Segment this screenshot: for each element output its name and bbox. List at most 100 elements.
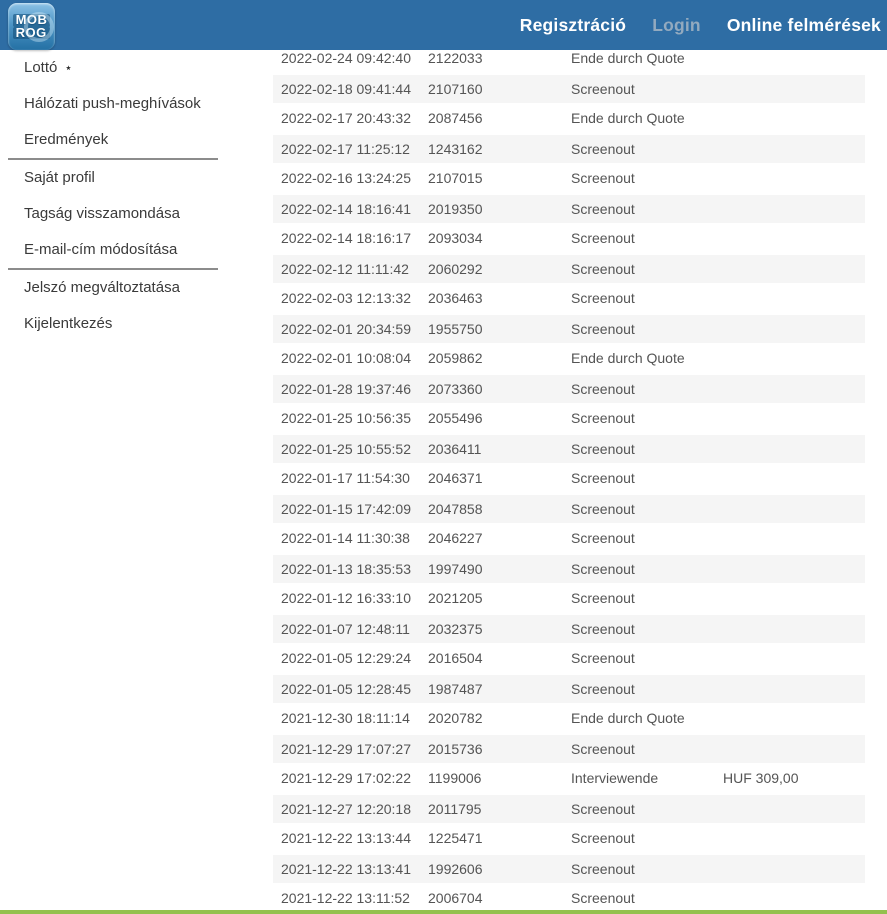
result-id-cell: 2006704 <box>428 890 483 906</box>
nav-registration-link[interactable]: Regisztráció <box>519 14 627 35</box>
result-id-cell: 2073360 <box>428 381 483 397</box>
table-row: 2022-02-24 09:42:40 2122033 Ende durch Q… <box>273 43 865 73</box>
sidebar-item-results[interactable]: Eredmények <box>8 122 218 158</box>
sidebar-item-label: Kijelentkezés <box>24 315 113 332</box>
result-date-cell: 2021-12-27 12:20:18 <box>281 801 411 817</box>
result-date-cell: 2021-12-22 13:11:52 <box>281 890 410 906</box>
result-status-cell: Screenout <box>571 561 635 577</box>
result-id-cell: 1992606 <box>428 861 483 877</box>
result-date-cell: 2022-02-18 09:41:44 <box>281 81 411 97</box>
result-status-cell: Screenout <box>571 650 635 666</box>
result-date-cell: 2022-01-12 16:33:10 <box>281 590 411 606</box>
sidebar-group-security: Jelszó megváltoztatása Kijelentkezés <box>8 270 218 342</box>
result-id-cell: 2087456 <box>428 110 483 126</box>
result-status-cell: Screenout <box>571 741 635 757</box>
table-row: 2021-12-22 13:11:52 2006704 Screenout <box>273 883 865 913</box>
result-date-cell: 2022-02-01 10:08:04 <box>281 350 411 366</box>
table-row: 2022-02-17 20:43:32 2087456 Ende durch Q… <box>273 103 865 133</box>
table-row: 2021-12-22 13:13:41 1992606 Screenout <box>273 853 865 883</box>
sidebar-group-account: Saját profil Tagság visszamondása E-mail… <box>8 160 218 270</box>
result-id-cell: 2036411 <box>428 441 482 457</box>
sidebar-item-logout[interactable]: Kijelentkezés <box>8 306 218 342</box>
sidebar-item-cancel-membership[interactable]: Tagság visszamondása <box>8 196 218 232</box>
result-date-cell: 2022-02-14 18:16:17 <box>281 230 411 246</box>
result-date-cell: 2021-12-29 17:02:22 <box>281 770 411 786</box>
result-status-cell: Screenout <box>571 261 635 277</box>
result-status-cell: Screenout <box>571 590 635 606</box>
result-id-cell: 1199006 <box>428 770 482 786</box>
result-status-cell: Ende durch Quote <box>571 50 685 66</box>
table-row: 2022-01-15 17:42:09 2047858 Screenout <box>273 493 865 523</box>
table-row: 2022-01-07 12:48:11 2032375 Screenout <box>273 613 865 643</box>
result-status-cell: Screenout <box>571 861 635 877</box>
result-date-cell: 2022-01-07 12:48:11 <box>281 621 410 637</box>
table-row: 2022-02-03 12:13:32 2036463 Screenout <box>273 283 865 313</box>
table-row: 2021-12-30 18:11:14 2020782 Ende durch Q… <box>273 703 865 733</box>
result-id-cell: 2020782 <box>428 710 483 726</box>
table-row: 2021-12-22 13:13:44 1225471 Screenout <box>273 823 865 853</box>
result-id-cell: 2107015 <box>428 170 483 186</box>
sidebar-item-change-email[interactable]: E-mail-cím módosítása <box>8 232 218 268</box>
sidebar-item-change-password[interactable]: Jelszó megváltoztatása <box>8 270 218 306</box>
nav-online-surveys-link[interactable]: Online felmérések <box>726 14 881 35</box>
mobrog-logo[interactable]: MOB ROG <box>8 3 55 50</box>
result-id-cell: 2016504 <box>428 650 483 666</box>
result-status-cell: Screenout <box>571 530 635 546</box>
header-nav: Regisztráció Login Online felmérések <box>520 0 881 50</box>
result-id-cell: 2047858 <box>428 501 483 517</box>
table-row: 2022-01-12 16:33:10 2021205 Screenout <box>273 583 865 613</box>
result-status-cell: Ende durch Quote <box>571 350 685 366</box>
sidebar-item-label: E-mail-cím módosítása <box>24 241 178 258</box>
result-date-cell: 2022-01-25 10:55:52 <box>281 441 411 457</box>
result-date-cell: 2022-01-28 19:37:46 <box>281 381 411 397</box>
result-status-cell: Screenout <box>571 290 635 306</box>
result-status-cell: Screenout <box>571 830 635 846</box>
result-id-cell: 2015736 <box>428 741 483 757</box>
table-row: 2022-02-01 20:34:59 1955750 Screenout <box>273 313 865 343</box>
result-date-cell: 2021-12-22 13:13:41 <box>281 861 411 877</box>
table-row: 2022-01-17 11:54:30 2046371 Screenout <box>273 463 865 493</box>
result-id-cell: 2046371 <box>428 470 483 486</box>
result-date-cell: 2022-02-12 11:11:42 <box>281 261 409 277</box>
result-status-cell: Screenout <box>571 230 635 246</box>
result-date-cell: 2022-02-14 18:16:41 <box>281 201 411 217</box>
result-id-cell: 2107160 <box>428 81 483 97</box>
result-amount-cell: HUF 309,00 <box>723 770 799 786</box>
result-date-cell: 2021-12-29 17:07:27 <box>281 741 411 757</box>
result-status-cell: Screenout <box>571 410 635 426</box>
results-table-body: 2022-02-24 09:42:40 2122033 Ende durch Q… <box>273 43 865 913</box>
sidebar: Lottó ⋆ Hálózati push-meghívások Eredmény… <box>0 50 226 342</box>
sidebar-item-lotto[interactable]: Lottó ⋆ <box>8 50 218 86</box>
result-id-cell: 2055496 <box>428 410 483 426</box>
result-id-cell: 2122033 <box>428 50 483 66</box>
sidebar-group-surveys: Lottó ⋆ Hálózati push-meghívások Eredmény… <box>8 50 218 160</box>
nav-login-link[interactable]: Login <box>652 14 701 35</box>
star-icon: ⋆ <box>64 60 73 75</box>
result-date-cell: 2021-12-30 18:11:14 <box>281 710 410 726</box>
sidebar-item-profile[interactable]: Saját profil <box>8 160 218 196</box>
result-date-cell: 2022-01-15 17:42:09 <box>281 501 411 517</box>
table-row: 2022-02-17 11:25:12 1243162 Screenout <box>273 133 865 163</box>
sidebar-item-label: Hálózati push-meghívások <box>24 95 201 112</box>
result-date-cell: 2022-01-05 12:29:24 <box>281 650 411 666</box>
result-id-cell: 1987487 <box>428 681 483 697</box>
result-date-cell: 2022-02-16 13:24:25 <box>281 170 411 186</box>
result-id-cell: 2046227 <box>428 530 483 546</box>
footer-accent-bar <box>0 910 887 914</box>
result-status-cell: Screenout <box>571 81 635 97</box>
table-row: 2022-02-12 11:11:42 2060292 Screenout <box>273 253 865 283</box>
result-id-cell: 2019350 <box>428 201 483 217</box>
table-row: 2022-02-16 13:24:25 2107015 Screenout <box>273 163 865 193</box>
table-row: 2022-02-01 10:08:04 2059862 Ende durch Q… <box>273 343 865 373</box>
result-status-cell: Screenout <box>571 470 635 486</box>
result-status-cell: Screenout <box>571 621 635 637</box>
table-row: 2022-01-25 10:56:35 2055496 Screenout <box>273 403 865 433</box>
result-status-cell: Screenout <box>571 201 635 217</box>
sidebar-item-label: Lottó <box>24 59 58 76</box>
result-id-cell: 2093034 <box>428 230 483 246</box>
sidebar-item-push-invitations[interactable]: Hálózati push-meghívások <box>8 86 218 122</box>
result-id-cell: 1225471 <box>428 830 483 846</box>
table-row: 2021-12-29 17:02:22 1199006 Interviewend… <box>273 763 865 793</box>
table-row: 2021-12-27 12:20:18 2011795 Screenout <box>273 793 865 823</box>
